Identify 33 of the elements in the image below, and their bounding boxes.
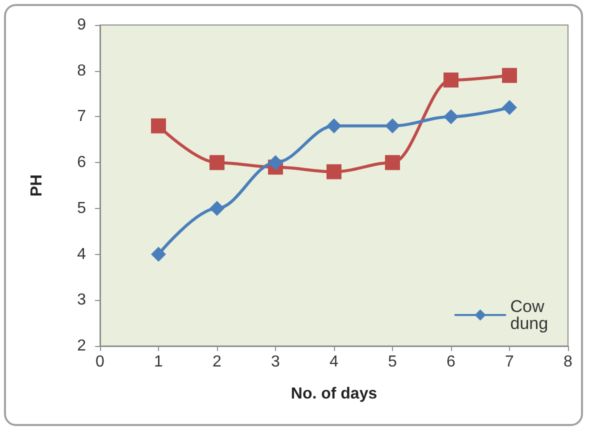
- y-tick-label: 5: [77, 200, 86, 217]
- x-axis-title: No. of days: [290, 386, 378, 402]
- legend-label: Cow dung: [510, 297, 550, 333]
- x-tick-label: 1: [154, 354, 164, 370]
- point: [268, 155, 283, 170]
- y-axis-title: PH: [28, 174, 46, 197]
- y-tick-label: 4: [77, 246, 86, 263]
- x-tick-label: 7: [505, 354, 514, 370]
- point: [151, 118, 166, 134]
- x-tick-label: 6: [446, 354, 456, 370]
- point: [502, 100, 517, 116]
- point: [444, 109, 458, 124]
- x-tick-label: 3: [271, 354, 280, 370]
- y-tick-label: 6: [77, 154, 86, 172]
- y-tick-label: 8: [77, 62, 86, 80]
- point: [210, 200, 224, 216]
- point: [385, 155, 400, 170]
- x-tick-label: 0: [96, 354, 105, 370]
- point: [444, 72, 458, 88]
- point: [210, 155, 224, 170]
- y-tick-label: 7: [77, 108, 86, 126]
- y-tick-label: 2: [77, 338, 86, 354]
- point: [326, 118, 342, 134]
- x-tick-label: 2: [212, 354, 222, 370]
- x-tick-label: 4: [330, 354, 339, 370]
- x-tick-label: 5: [388, 354, 398, 370]
- point: [151, 246, 166, 262]
- y-tick-label: 9: [77, 16, 86, 34]
- y-tick-label: 3: [77, 292, 86, 309]
- point: [326, 164, 342, 180]
- point: [502, 68, 517, 83]
- x-tick-label: 8: [564, 354, 573, 370]
- point: [385, 118, 400, 134]
